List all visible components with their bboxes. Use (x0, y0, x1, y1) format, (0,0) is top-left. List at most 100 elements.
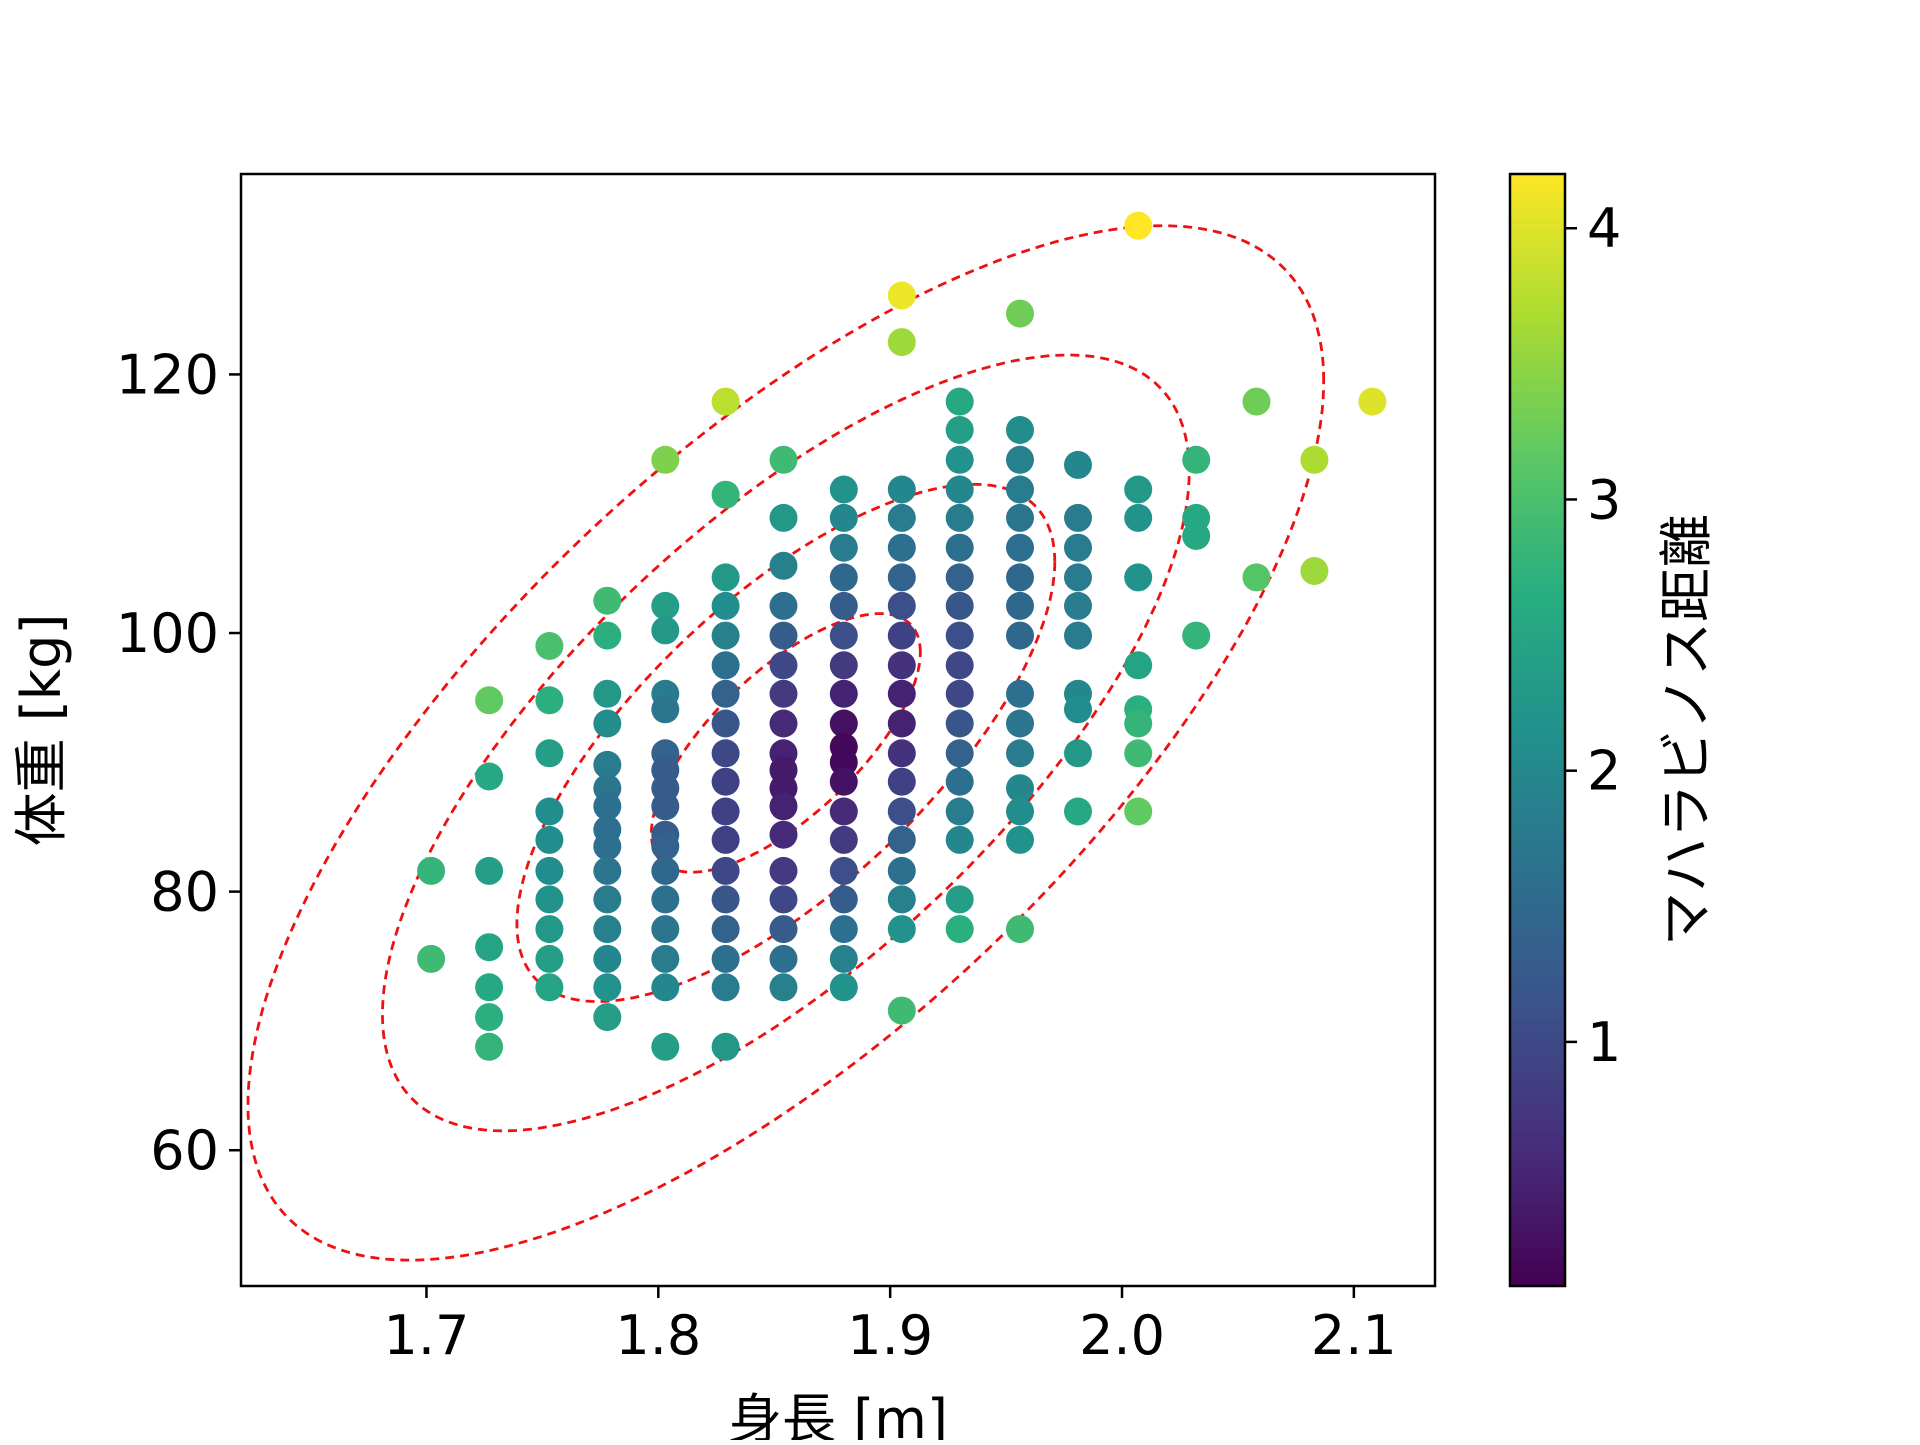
scatter-point (651, 973, 680, 1002)
scatter-point (535, 944, 564, 973)
colorbar (1508, 172, 1567, 1288)
scatter-point (1358, 387, 1387, 416)
scatter-point (769, 856, 798, 885)
scatter-point (651, 885, 680, 914)
scatter-point (769, 445, 798, 474)
scatter-point (887, 591, 916, 620)
scatter-point (1124, 503, 1153, 532)
scatter-point (1006, 621, 1034, 650)
scatter-point (593, 679, 622, 708)
scatter-point (887, 885, 916, 914)
scatter-point (1006, 563, 1034, 592)
scatter-point (1006, 299, 1034, 328)
scatter-point (945, 591, 974, 620)
plot-frame (239, 172, 1437, 1288)
scatter-point (887, 797, 916, 826)
scatter-point (651, 856, 680, 885)
scatter-point (829, 503, 858, 532)
scatter-point (1064, 533, 1092, 562)
scatter-point (1064, 591, 1092, 620)
scatter-point (945, 563, 974, 592)
scatter-point (711, 563, 740, 592)
scatter-point (1006, 739, 1034, 768)
scatter-point (711, 387, 740, 416)
scatter-point (535, 797, 564, 826)
scatter-point (593, 915, 622, 944)
x-tick-label: 1.8 (615, 1304, 701, 1367)
scatter-point (711, 767, 740, 796)
scatter-point (1182, 621, 1211, 650)
scatter-point (1064, 797, 1092, 826)
scatter-point (651, 944, 680, 973)
scatter-point (593, 973, 622, 1002)
contour-layer (246, 224, 1326, 1262)
scatter-point (711, 973, 740, 1002)
scatter-point (1064, 450, 1092, 479)
contour-line (650, 612, 922, 874)
scatter-point (829, 563, 858, 592)
scatter-point (535, 739, 564, 768)
scatter-point (1006, 591, 1034, 620)
scatter-point (711, 679, 740, 708)
scatter-point (887, 503, 916, 532)
scatter-point (593, 750, 622, 779)
scatter-point (535, 686, 564, 715)
scatter-point (711, 797, 740, 826)
scatter-point (769, 651, 798, 680)
scatter-point (887, 825, 916, 854)
scatter-point (887, 328, 916, 357)
scatter-point (829, 621, 858, 650)
scatter-point (711, 915, 740, 944)
scatter-point (1006, 774, 1034, 803)
scatter-point (769, 820, 798, 849)
scatter-point (829, 767, 858, 796)
x-axis-ticks: 1.7 1.8 1.9 2.0 2.1 (384, 1286, 1397, 1367)
scatter-point (711, 825, 740, 854)
scatter-point (1006, 533, 1034, 562)
scatter-point (829, 885, 858, 914)
scatter-point (829, 825, 858, 854)
scatter-point (945, 416, 974, 444)
scatter-point (945, 825, 974, 854)
scatter-point (887, 563, 916, 592)
scatter-point (769, 885, 798, 914)
colorbar-tick-label: 2 (1587, 740, 1621, 803)
scatter-point (1006, 709, 1034, 738)
scatter-point (593, 832, 622, 861)
scatter-point (651, 1032, 680, 1061)
y-axis-label: 体重 [kg] (10, 614, 73, 847)
scatter-point (945, 767, 974, 796)
colorbar-label: マハラビノス距離 (1655, 514, 1718, 946)
scatter-point (1242, 563, 1271, 592)
scatter-point (593, 792, 622, 821)
scatter-point (769, 551, 798, 580)
scatter-point (651, 832, 680, 861)
scatter-point (1006, 416, 1034, 444)
scatter-point (651, 591, 680, 620)
scatter-point (475, 762, 504, 791)
scatter-point (1124, 709, 1153, 738)
scatter-point (535, 915, 564, 944)
scatter-point (945, 679, 974, 708)
scatter-point (945, 621, 974, 650)
y-axis-ticks: 60 80 100 120 (116, 343, 241, 1182)
scatter-point (417, 944, 446, 973)
x-tick-label: 1.7 (384, 1304, 470, 1367)
scatter-point (1182, 522, 1211, 550)
scatter-point (1064, 695, 1092, 724)
scatter-point (651, 616, 680, 645)
scatter-point (945, 475, 974, 504)
scatter-point (945, 533, 974, 562)
scatter-point (651, 915, 680, 944)
scatter-point (475, 856, 504, 885)
scatter-point (829, 748, 858, 777)
scatter-point (1242, 387, 1271, 416)
scatter-point (711, 885, 740, 914)
scatter-point (535, 632, 564, 660)
scatter-points (417, 211, 1387, 1061)
scatter-point (1006, 679, 1034, 708)
scatter-point (887, 709, 916, 738)
scatter-point (769, 503, 798, 532)
scatter-point (1006, 475, 1034, 504)
